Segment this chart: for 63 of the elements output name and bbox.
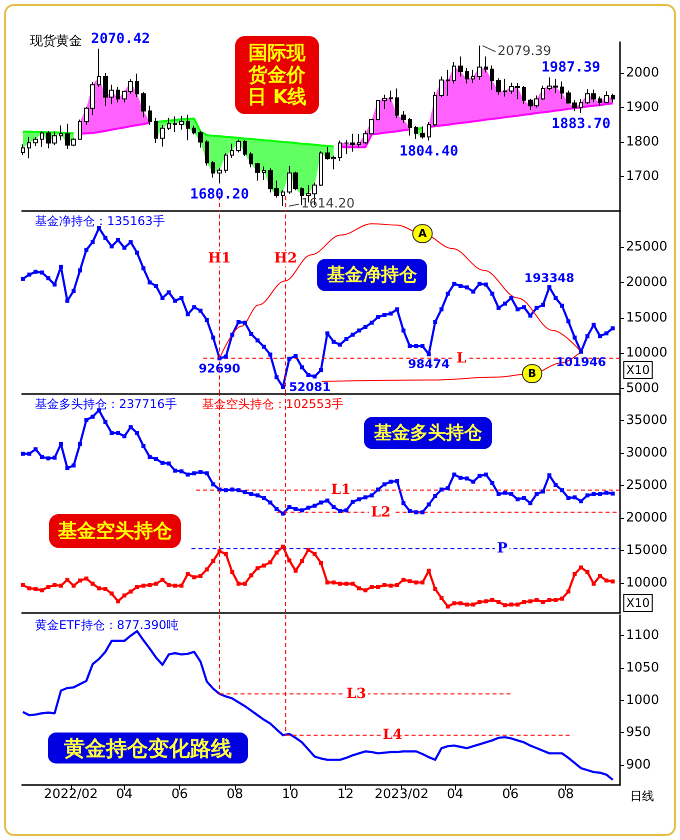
y-tick-label: 20000 [626,274,668,290]
y-tick-label: 10000 [626,576,668,591]
y-tick-label: 15000 [626,543,668,558]
annotation: 92690 [198,361,240,376]
y-tick-label: 900 [626,757,651,772]
y-tick-label: 30000 [626,446,668,461]
y-tick-label: 25000 [626,478,668,494]
annotation: P [496,540,508,557]
y-tick-label: 15000 [626,310,668,326]
text: X10 [626,596,650,610]
annotation: 1680.20 [190,186,250,202]
y-tick-label: 1700 [626,169,660,184]
y-tick-label: 5000 [626,381,660,396]
annotation: 101946 [556,354,606,369]
annotation: 1804.40 [399,144,458,160]
annotation: 基金空头持仓 [57,520,173,542]
text: 日线 [630,789,654,803]
y-tick-label: 25000 [626,240,668,255]
ref-line-label: H2 [274,250,298,267]
y-tick-label: 20000 [626,510,668,526]
annotation: 基金净持仓 [326,264,418,286]
ref-line-label: H1 [208,250,232,267]
y-tick-label: 2000 [626,66,660,81]
x-tick-label: 06 [502,787,519,802]
annotation: 基金多头持仓 [373,422,483,444]
y-tick-label: 950 [626,725,651,740]
x-tick-label: 08 [557,787,574,802]
series-label: 基金净持仓：135163手 [35,214,165,228]
annotation: 1987.39 [541,59,600,76]
annotation: 98474 [408,357,450,372]
annotation: L2 [371,504,391,520]
chart-title: 现货黄金 [30,34,82,49]
annotation: 2079.39 [498,44,552,60]
y-tick-label: 1000 [626,692,660,708]
annotation: 国际现货金价日 K线 [247,42,307,108]
x-tick-label: 2023/02 [374,787,429,802]
y-tick-label: 35000 [626,413,668,428]
annotation: L1 [331,482,351,498]
y-tick-label: 10000 [626,346,668,361]
y-tick-label: 1800 [626,134,660,150]
y-tick-label: 1100 [626,628,660,644]
x-tick-label: 06 [171,787,188,802]
x-tick-label: 04 [446,787,464,802]
y-tick-label: 1050 [626,660,660,676]
x-tick-label: 2022/02 [44,787,98,802]
text: X10 [626,363,650,377]
annotation: A [418,227,428,240]
x-tick-label: 10 [282,787,298,802]
annotation: B [528,367,536,380]
x-tick-label: 12 [337,787,354,802]
series-label: 黄金ETF持仓：877.390吨 [35,618,178,632]
annotation: L4 [382,727,403,744]
annotation: 1883.70 [552,116,611,132]
annotation: 2070.42 [91,30,150,47]
annotation: 黄金持仓变化路线 [63,736,232,760]
annotation: 193348 [524,271,574,286]
y-tick-label: 1900 [626,100,660,116]
x-tick-label: 08 [226,787,244,802]
annotation: L [456,350,467,366]
annotation: L3 [346,686,366,702]
x-tick-label: 04 [116,787,133,802]
annotation: 52081 [288,380,331,394]
annotation: 1614.20 [300,196,355,212]
